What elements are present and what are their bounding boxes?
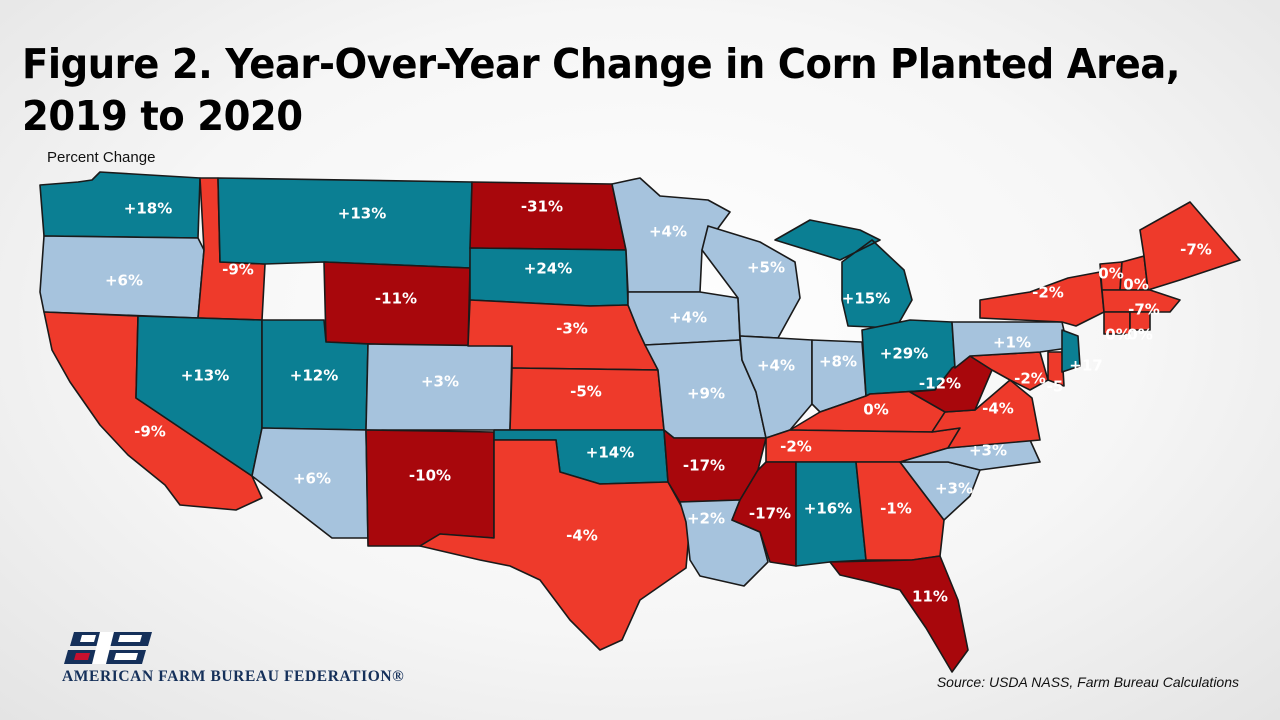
fb-logo-icon	[64, 632, 152, 664]
state-florida	[829, 555, 969, 673]
state-label-texas: -4%	[566, 527, 598, 545]
state-label-alabama: +16%	[804, 500, 852, 518]
state-label-arizona: +6%	[293, 470, 331, 488]
state-label-vermont: 0%	[1098, 265, 1123, 283]
state-label-wisconsin: +5%	[747, 259, 785, 277]
state-label-michigan: +15%	[842, 290, 890, 308]
state-label-wyoming: -11%	[375, 290, 417, 308]
state-label-arkansas: -17%	[683, 457, 725, 475]
state-label-georgia: -1%	[880, 500, 912, 518]
state-label-florida: 11%	[912, 588, 948, 606]
state-label-delaware: -5	[1047, 378, 1064, 396]
state-label-new-jersey: +17	[1069, 357, 1102, 375]
state-label-massachusetts: -7%	[1128, 301, 1160, 319]
source-note: Source: USDA NASS, Farm Bureau Calculati…	[936, 674, 1239, 690]
state-label-washington: +18%	[124, 200, 172, 218]
state-label-south-dakota: +24%	[524, 260, 572, 278]
page-title: Figure 2. Year-Over-Year Change in Corn …	[22, 40, 1181, 140]
state-label-montana: +13%	[338, 205, 386, 223]
state-label-colorado: +3%	[421, 373, 459, 391]
state-arizona	[251, 427, 369, 539]
state-label-utah: +12%	[290, 367, 338, 385]
state-label-north-dakota: -31%	[521, 198, 563, 216]
state-label-ohio: +29%	[880, 345, 928, 363]
state-label-indiana: +8%	[819, 353, 857, 371]
state-label-illinois: +4%	[757, 357, 795, 375]
state-michigan	[774, 219, 913, 329]
state-delaware	[1047, 351, 1065, 387]
state-label-nevada: +13%	[181, 367, 229, 385]
state-label-maryland: -2%	[1014, 370, 1046, 388]
state-connecticut	[1103, 311, 1131, 335]
state-label-rhode-island: 0%	[1127, 326, 1152, 344]
state-massachusetts	[1101, 289, 1181, 313]
state-north-dakota	[469, 181, 627, 251]
state-label-virginia: -4%	[982, 400, 1014, 418]
legend-label: Percent Change	[47, 149, 156, 166]
state-label-north-carolina: +3%	[969, 442, 1007, 460]
state-label-california: -9%	[134, 423, 166, 441]
state-label-iowa: +4%	[669, 309, 707, 327]
state-new-mexico	[365, 429, 495, 547]
state-label-new-hampshire: 0%	[1123, 276, 1148, 294]
state-label-kansas: -5%	[570, 383, 602, 401]
state-label-new-mexico: -10%	[409, 467, 451, 485]
state-montana	[217, 177, 473, 269]
state-label-idaho: -9%	[222, 261, 254, 279]
state-label-south-carolina: +3%	[935, 480, 973, 498]
state-label-mississippi: -17%	[749, 505, 791, 523]
state-label-new-york: -2%	[1032, 284, 1064, 302]
state-label-connecticut: 0%	[1105, 326, 1130, 344]
state-label-maine: -7%	[1180, 241, 1212, 259]
state-label-kentucky: 0%	[863, 401, 888, 419]
state-label-oklahoma: +14%	[586, 444, 634, 462]
state-washington	[39, 171, 201, 239]
state-label-louisiana: +2%	[687, 510, 725, 528]
state-new-jersey	[1061, 329, 1081, 373]
state-label-missouri: +9%	[687, 385, 725, 403]
state-label-oregon: +6%	[105, 272, 143, 290]
state-label-west-virginia: -12%	[919, 375, 961, 393]
state-rhode-island	[1129, 311, 1151, 331]
state-label-minnesota: +4%	[649, 223, 687, 241]
organization-name: AMERICAN FARM BUREAU FEDERATION®	[62, 668, 405, 685]
state-label-pennsylvania: +1%	[993, 334, 1031, 352]
state-label-tennessee: -2%	[780, 438, 812, 456]
state-label-nebraska: -3%	[556, 320, 588, 338]
state-texas	[419, 439, 691, 651]
state-maine	[1139, 201, 1241, 291]
